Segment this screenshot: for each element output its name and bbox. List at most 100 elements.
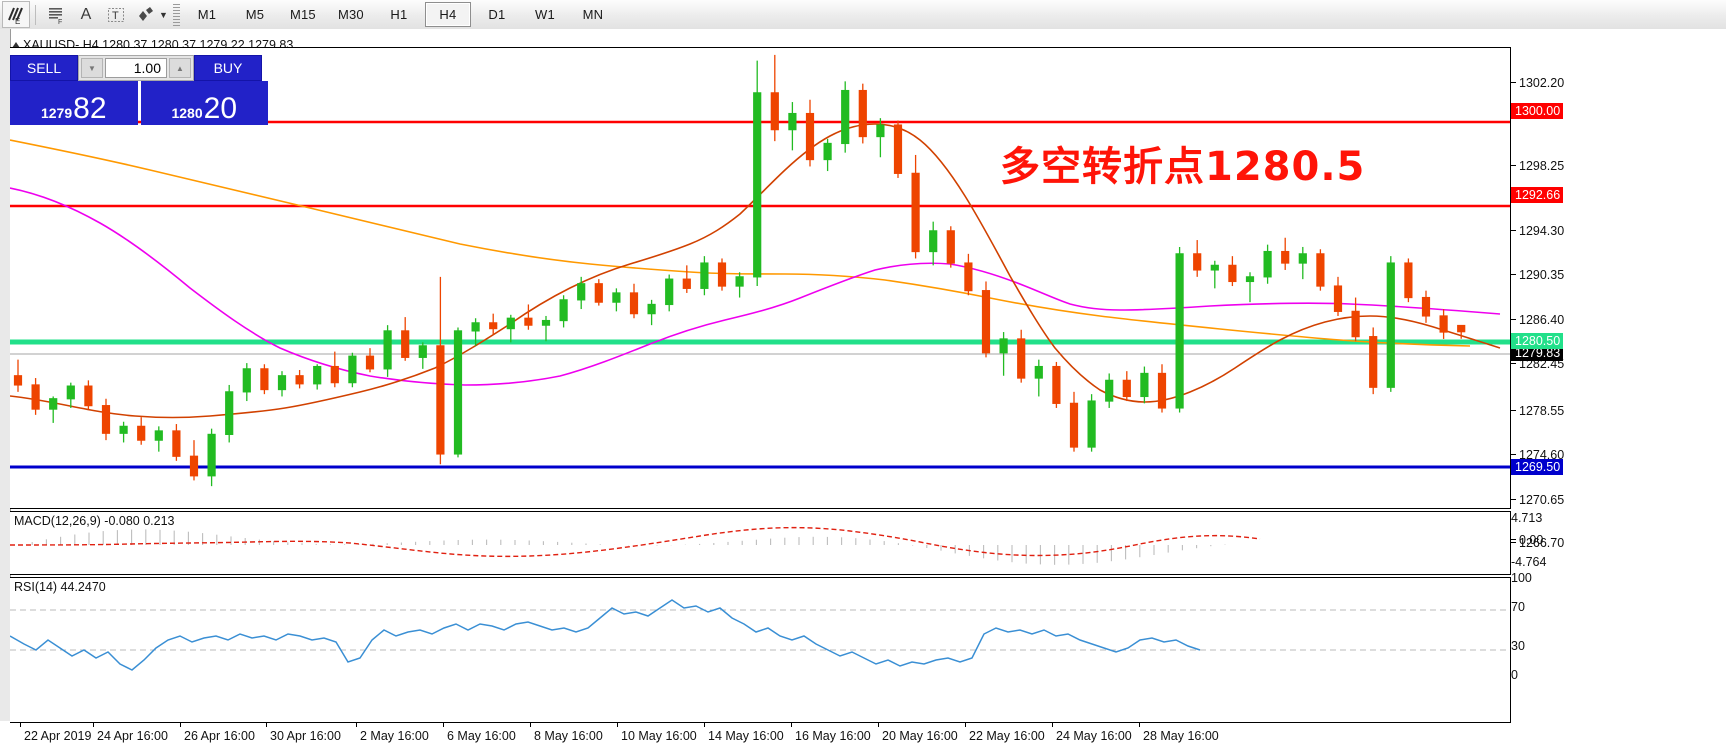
time-tick	[443, 723, 444, 727]
ask-quote[interactable]: 1280 20	[140, 81, 268, 125]
time-axis-label: 10 May 16:00	[621, 729, 697, 743]
time-tick	[1052, 723, 1053, 727]
timeframe-m5[interactable]: M5	[245, 7, 265, 22]
time-axis-label: 24 May 16:00	[1056, 729, 1132, 743]
svg-text:F: F	[58, 19, 62, 25]
rsi-tick: 100	[1511, 571, 1532, 585]
macd-pane[interactable]: MACD(12,26,9) -0.080 0.213	[10, 511, 1511, 575]
rsi-pane[interactable]: RSI(14) 44.2470	[10, 577, 1511, 723]
time-tick	[266, 723, 267, 727]
time-axis-label: 22 Apr 2019	[24, 729, 92, 743]
time-axis[interactable]: 22 Apr 2019 24 Apr 16:00 26 Apr 16:00 30 Ap…	[10, 722, 1510, 751]
timeframe-m15[interactable]: M15	[289, 7, 316, 22]
rsi-tick: 70	[1511, 600, 1525, 614]
oct-controls-row: SELL ▼ 1.00 ▲ BUY	[10, 55, 268, 81]
objects-icon[interactable]	[131, 1, 161, 28]
resistance-1300-tag: 1300.00	[1511, 103, 1564, 119]
top-toolbar: E F A T ▼ M1 M5 M15 M30 H1 H4 D1 W1 MN	[0, 0, 1726, 30]
price-tick: 1278.55	[1511, 404, 1564, 418]
lot-size-stepper[interactable]: ▼ 1.00 ▲	[78, 55, 194, 81]
time-tick	[180, 723, 181, 727]
price-tick: 1294.30	[1511, 224, 1564, 238]
timeframe-mn[interactable]: MN	[582, 7, 604, 22]
support-1269-tag: 1269.50	[1511, 459, 1564, 475]
objects-dropdown-caret-icon[interactable]: ▼	[159, 9, 168, 20]
bid-price-prefix: 1279	[40, 105, 73, 121]
time-tick	[878, 723, 879, 727]
time-axis-label: 6 May 16:00	[447, 729, 516, 743]
toolbar-grip[interactable]	[172, 3, 180, 26]
time-axis-label: 14 May 16:00	[708, 729, 784, 743]
ma-orange-line	[10, 139, 1471, 347]
indicator-list-icon[interactable]: F	[41, 1, 71, 28]
candle-series	[13, 54, 1466, 487]
toolbar-divider	[35, 4, 36, 25]
time-axis-label: 30 Apr 16:00	[270, 729, 341, 743]
rsi-plot	[10, 599, 1510, 671]
ask-price-prefix: 1280	[171, 105, 203, 121]
resistance-1292-tag: 1292.66	[1511, 187, 1564, 203]
price-tick: 1302.20	[1511, 76, 1564, 90]
bid-price-pips: 82	[73, 92, 107, 125]
price-tick: 1274.60	[1511, 448, 1564, 462]
time-axis-label: 2 May 16:00	[360, 729, 429, 743]
time-tick	[617, 723, 618, 727]
timeframe-m1[interactable]: M1	[197, 7, 217, 22]
sell-button[interactable]: SELL	[10, 55, 78, 81]
time-tick	[704, 723, 705, 727]
timeframe-h1[interactable]: H1	[390, 7, 408, 22]
rsi-line	[10, 599, 1201, 671]
svg-text:E: E	[15, 17, 20, 25]
time-axis-label: 26 Apr 16:00	[184, 729, 255, 743]
rsi-label: RSI(14) 44.2470	[14, 580, 110, 594]
time-tick	[93, 723, 94, 727]
chart-annotation-text: 多空转折点1280.5	[1000, 144, 1366, 190]
price-scale[interactable]: 1302.20 1298.25 1294.30 1290.35 1286.40 …	[1511, 47, 1726, 721]
lot-size-input[interactable]: 1.00	[105, 58, 167, 78]
price-pane[interactable]	[10, 47, 1511, 509]
macd-plot	[10, 526, 1261, 565]
last-price-tag: 1279.83	[1511, 345, 1564, 361]
price-tick: 1286.40	[1511, 313, 1564, 327]
rsi-tick: 0	[1511, 668, 1518, 682]
macd-tick: 4.713	[1511, 511, 1543, 525]
timeframe-h4[interactable]: H4	[424, 2, 471, 27]
oct-quotes-row: 1279 82 1280 20	[10, 81, 268, 125]
bid-quote[interactable]: 1279 82	[10, 81, 138, 125]
time-axis-label: 24 Apr 16:00	[97, 729, 168, 743]
macd-label: MACD(12,26,9) -0.080 0.213	[14, 514, 179, 528]
metaeditor-icon[interactable]: E	[2, 1, 30, 28]
timeframe-w1[interactable]: W1	[534, 7, 555, 22]
time-axis-label: 8 May 16:00	[534, 729, 603, 743]
macd-tick: 0.00	[1511, 533, 1543, 547]
time-axis-label: 20 May 16:00	[882, 729, 958, 743]
time-tick	[1139, 723, 1140, 727]
price-tick: 1290.35	[1511, 268, 1564, 282]
lot-increase-icon[interactable]: ▲	[169, 58, 191, 78]
time-axis-label: 16 May 16:00	[795, 729, 871, 743]
time-axis-label: 22 May 16:00	[969, 729, 1045, 743]
timeframe-d1[interactable]: D1	[488, 7, 506, 22]
time-tick	[791, 723, 792, 727]
svg-text:T: T	[112, 10, 119, 22]
price-tick: 1270.65	[1511, 493, 1564, 507]
time-tick	[356, 723, 357, 727]
rsi-tick: 30	[1511, 639, 1525, 653]
lot-decrease-icon[interactable]: ▼	[81, 58, 103, 78]
macd-tick: -4.764	[1511, 555, 1547, 569]
price-tick: 1266.70	[1511, 536, 1564, 550]
price-tick: 1298.25	[1511, 159, 1564, 173]
time-tick	[965, 723, 966, 727]
candlestick-plot	[10, 54, 1510, 487]
collapse-triangle-icon[interactable]	[12, 42, 20, 48]
text-label-icon[interactable]: T	[101, 1, 131, 28]
time-axis-label: 28 May 16:00	[1143, 729, 1219, 743]
text-tool-icon[interactable]: A	[80, 5, 92, 23]
chart-area[interactable]: XAUUSD-,H4 1280.37 1280.37 1279.22 1279.…	[0, 29, 1726, 750]
pivot-1280-tag: 1280.50	[1511, 333, 1564, 349]
ask-price-pips: 20	[203, 92, 238, 125]
timeframe-m30[interactable]: M30	[337, 7, 364, 22]
buy-button[interactable]: BUY	[194, 55, 262, 81]
time-tick	[20, 723, 21, 727]
one-click-trading-panel[interactable]: SELL ▼ 1.00 ▲ BUY 1279 82 1280 20	[10, 55, 268, 125]
